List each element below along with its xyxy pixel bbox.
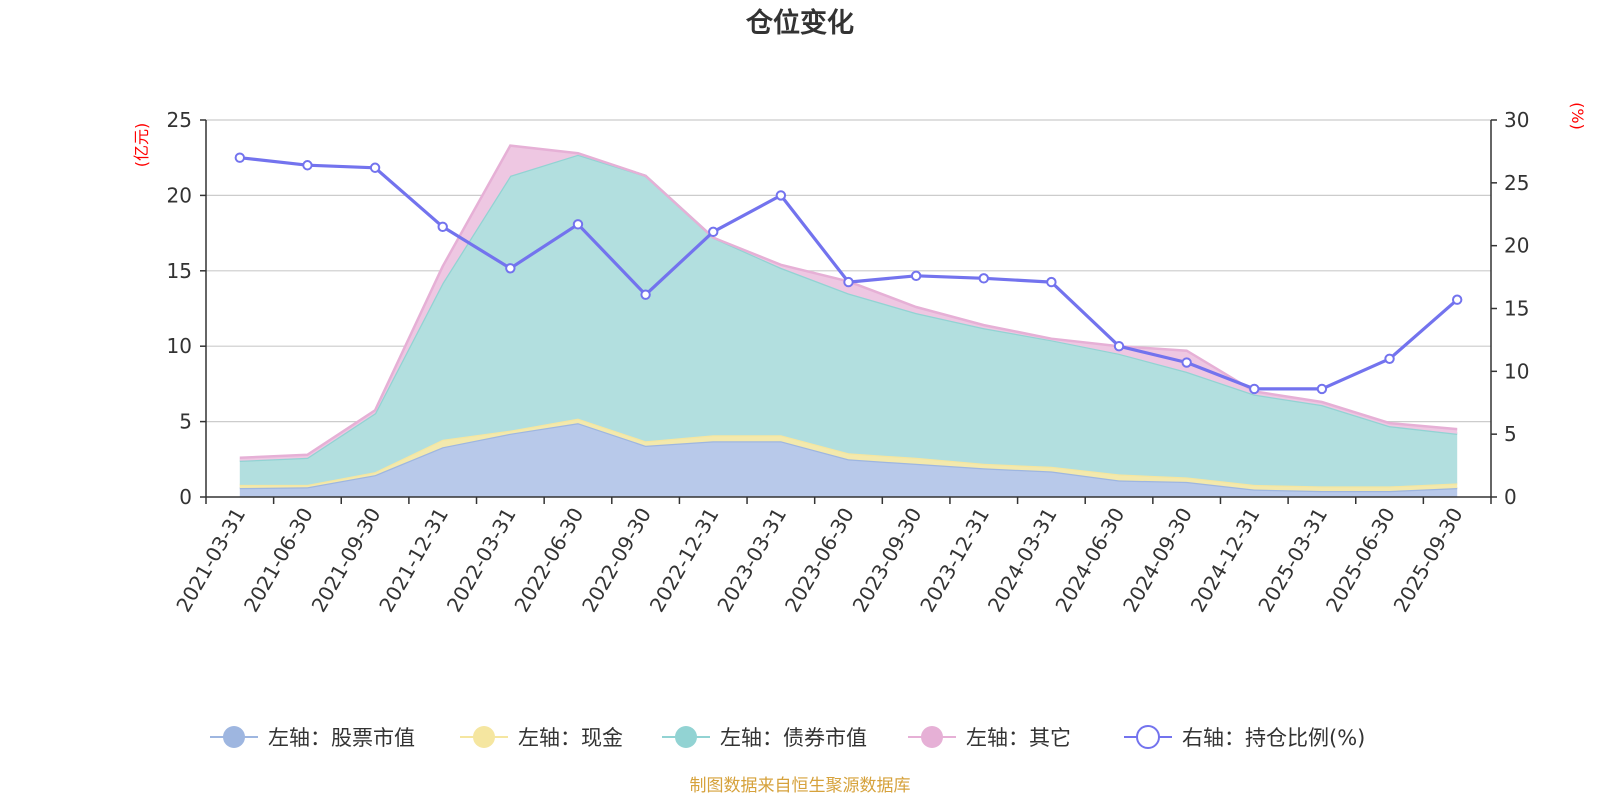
legend-marker <box>921 726 943 748</box>
ratio-point <box>505 263 516 274</box>
legend-item: 左轴：现金 <box>460 726 623 750</box>
x-tick-label: 2024-06-30 <box>1050 504 1129 617</box>
x-tick-label: 2022-12-31 <box>645 504 724 617</box>
right-tick-label: 15 <box>1504 297 1529 321</box>
ratio-point <box>1384 353 1395 364</box>
x-tick-label: 2024-12-31 <box>1186 504 1265 617</box>
legend-marker <box>223 726 245 748</box>
x-tick-label: 2025-06-30 <box>1321 504 1400 617</box>
legend-label: 左轴：现金 <box>518 726 623 750</box>
left-tick-label: 10 <box>167 334 192 358</box>
chart-title: 仓位变化 <box>745 7 854 39</box>
legend-label: 右轴：持仓比例(%) <box>1182 726 1365 750</box>
x-tick-label: 2024-03-31 <box>983 504 1062 617</box>
ratio-point <box>234 152 246 163</box>
left-tick-label: 25 <box>167 108 192 132</box>
ratio-point <box>1316 383 1328 395</box>
legend-label: 左轴：债券市值 <box>720 726 867 750</box>
ratio-point <box>1451 294 1463 305</box>
x-tick-label: 2024-09-30 <box>1118 504 1197 617</box>
ratio-point <box>978 273 989 284</box>
stacked-areas <box>239 144 1458 497</box>
x-tick-label: 2022-09-30 <box>577 504 656 617</box>
legend-marker <box>1136 725 1160 749</box>
left-tick-label: 20 <box>167 183 192 207</box>
x-tick-label: 2025-03-31 <box>1253 504 1332 617</box>
left-tick-label: 5 <box>179 410 192 434</box>
left-unit-label: (亿元) <box>132 123 151 168</box>
ratio-point <box>1046 276 1057 288</box>
x-tick-label: 2021-09-30 <box>307 504 386 617</box>
legend-item: 左轴：股票市值 <box>210 726 415 750</box>
legend-marker <box>675 726 697 748</box>
area-series-2 <box>239 154 1458 487</box>
x-tick-label: 2023-12-31 <box>915 504 994 617</box>
right-tick-label: 30 <box>1504 108 1529 132</box>
ratio-point <box>775 190 787 201</box>
legend-item: 左轴：其它 <box>908 726 1071 750</box>
legend-label: 左轴：其它 <box>966 726 1071 750</box>
ratio-point <box>708 226 719 238</box>
area-series-1 <box>239 418 1458 491</box>
ratio-point <box>910 270 922 282</box>
legend-item: 右轴：持仓比例(%) <box>1124 725 1365 750</box>
ratio-point <box>843 276 854 288</box>
source-note: 制图数据来自恒生聚源数据库 <box>690 776 911 796</box>
ratio-point <box>572 219 584 230</box>
legend: 左轴：股票市值 左轴：现金 左轴：债券市值 左轴：其它 右轴：持仓比例(%) <box>210 725 1365 750</box>
x-tick-label: 2023-06-30 <box>780 504 859 617</box>
right-tick-label: 10 <box>1504 359 1529 383</box>
ratio-point <box>640 289 651 300</box>
x-tick-label: 2022-03-31 <box>442 504 521 617</box>
ratio-point <box>1181 357 1192 368</box>
x-tick-label: 2021-12-31 <box>374 504 453 617</box>
legend-item: 左轴：债券市值 <box>662 726 867 750</box>
x-tick-label: 2023-09-30 <box>848 504 927 617</box>
ratio-point <box>369 162 381 173</box>
ratio-point <box>302 160 313 171</box>
right-tick-label: 25 <box>1504 171 1529 195</box>
legend-marker <box>473 726 495 748</box>
ratio-point <box>437 221 448 233</box>
x-tick-label: 2023-03-31 <box>712 504 791 617</box>
ratio-point <box>1249 383 1260 395</box>
ratio-line <box>234 152 1463 395</box>
ratio-point <box>1113 341 1125 352</box>
right-unit-label: (%) <box>1568 102 1587 130</box>
x-tick-label: 2021-06-30 <box>239 504 318 617</box>
right-tick-label: 20 <box>1504 234 1529 258</box>
left-tick-label: 15 <box>167 259 192 283</box>
x-tick-label: 2025-09-30 <box>1389 504 1468 617</box>
x-tick-label: 2022-06-30 <box>509 504 588 617</box>
x-tick-label: 2021-03-31 <box>171 504 250 617</box>
legend-label: 左轴：股票市值 <box>268 726 415 750</box>
right-tick-label: 0 <box>1504 485 1517 509</box>
right-tick-label: 5 <box>1504 422 1517 446</box>
left-tick-label: 0 <box>179 485 192 509</box>
